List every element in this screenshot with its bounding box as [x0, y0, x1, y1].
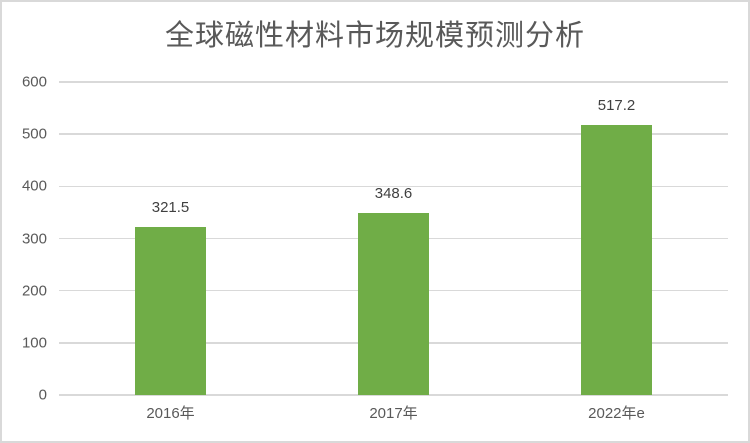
- y-axis-tick-label: 400: [21, 177, 47, 195]
- gridline-500: [59, 133, 728, 135]
- y-axis-tick-label: 600: [21, 73, 47, 91]
- gridline-0: [59, 394, 728, 396]
- gridline-600: [59, 81, 728, 83]
- y-axis-tick-label: 300: [21, 230, 47, 247]
- y-axis-tick-label: 500: [21, 125, 47, 143]
- x-axis-tick-label-2017年: 2017年: [369, 405, 418, 422]
- x-axis-tick-label-2016年: 2016年: [146, 405, 195, 422]
- data-label-2022年e: 517.2: [597, 97, 636, 115]
- data-label-2017年: 348.6: [374, 185, 413, 203]
- gridline-400: [59, 185, 728, 188]
- chart-title: 全球磁性材料市场规模预测分析: [164, 20, 585, 52]
- y-axis-tick-label: 100: [21, 334, 47, 352]
- bar-2017年: [358, 213, 429, 395]
- y-axis-tick-label: 200: [21, 282, 47, 300]
- bar-2016年: [135, 227, 206, 395]
- x-axis: 2016年 2017年 2022年e: [59, 404, 728, 426]
- y-axis: 0 100 200 300 400 500 600: [2, 75, 47, 403]
- y-axis-tick-label: 0: [38, 386, 47, 404]
- plot-area: 321.5 348.6 517.2: [59, 81, 728, 396]
- data-label-2016年: 321.5: [151, 199, 190, 217]
- bar-2022年e: [581, 125, 652, 395]
- x-axis-tick-label-2022年e: 2022年e: [588, 405, 645, 422]
